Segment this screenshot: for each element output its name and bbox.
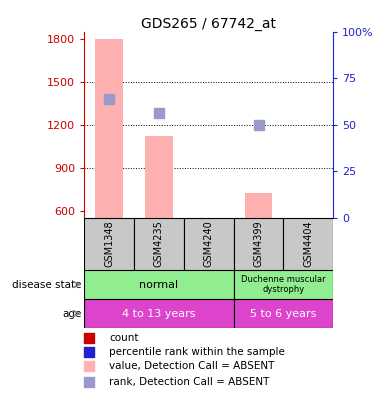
Point (86, 348, 92, 355)
Bar (84, 299, 234, 328)
Point (86, 335, 92, 341)
Bar (84, 218, 134, 270)
Text: GSM4404: GSM4404 (303, 221, 313, 267)
Text: percentile rank within the sample: percentile rank within the sample (109, 347, 285, 357)
Text: GSM4240: GSM4240 (204, 221, 214, 267)
Text: GSM4399: GSM4399 (254, 221, 264, 267)
Point (255, 122, 262, 128)
Bar (84, 270, 234, 299)
Bar (245, 193, 272, 218)
Text: GSM4235: GSM4235 (154, 221, 164, 267)
Text: value, Detection Call = ABSENT: value, Detection Call = ABSENT (109, 362, 275, 371)
Point (156, 110, 162, 116)
Text: GSM1348: GSM1348 (104, 221, 114, 267)
Text: age: age (62, 308, 82, 318)
Point (86, 363, 92, 369)
Text: 5 to 6 years: 5 to 6 years (250, 308, 317, 318)
Bar (184, 218, 234, 270)
Point (106, 96, 112, 102)
Text: 4 to 13 years: 4 to 13 years (122, 308, 196, 318)
Bar (95, 39, 123, 218)
Title: GDS265 / 67742_at: GDS265 / 67742_at (141, 17, 276, 30)
Point (86, 379, 92, 386)
Bar (145, 136, 173, 218)
Text: count: count (109, 333, 139, 343)
Text: rank, Detection Call = ABSENT: rank, Detection Call = ABSENT (109, 377, 270, 387)
Text: Duchenne muscular
dystrophy: Duchenne muscular dystrophy (241, 275, 326, 294)
Bar (234, 270, 333, 299)
Bar (234, 218, 283, 270)
Text: disease state: disease state (12, 280, 82, 289)
Bar (134, 218, 184, 270)
Text: normal: normal (139, 280, 178, 289)
Bar (283, 218, 333, 270)
Bar (234, 299, 333, 328)
